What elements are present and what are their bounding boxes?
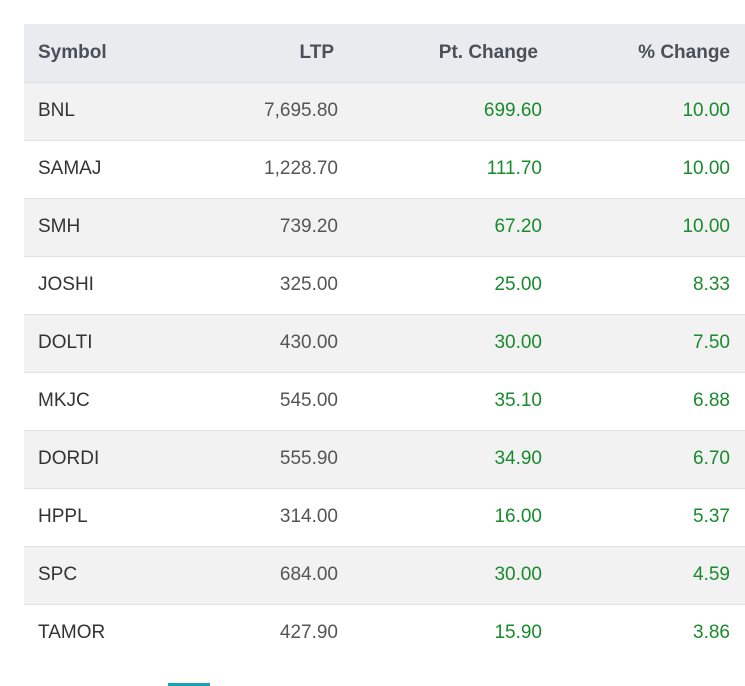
- table-row[interactable]: HPPL 314.00 16.00 5.37: [24, 488, 745, 546]
- cell-pt-change: 15.90: [494, 622, 542, 644]
- cell-ltp: 545.00: [279, 390, 338, 411]
- cell-pt-change: 30.00: [494, 564, 542, 585]
- cell-pt-change: 699.60: [483, 100, 542, 121]
- table-row[interactable]: BNL 7,695.80 699.60 10.00: [24, 82, 745, 140]
- cell-symbol[interactable]: BNL: [38, 100, 75, 121]
- cell-symbol[interactable]: TAMOR: [38, 622, 106, 644]
- table-row[interactable]: SMH 739.20 67.20 10.00: [24, 198, 745, 256]
- cell-pct-change: 6.88: [693, 390, 730, 411]
- cell-pt-change: 34.90: [494, 448, 542, 469]
- cell-pct-change: 10.00: [682, 158, 730, 179]
- cell-pct-change: 10.00: [682, 216, 730, 237]
- column-header-ltp[interactable]: LTP: [299, 41, 334, 63]
- cell-ltp: 325.00: [279, 274, 338, 295]
- cell-symbol[interactable]: SPC: [38, 564, 78, 585]
- cell-symbol[interactable]: JOSHI: [38, 274, 94, 295]
- cell-pt-change: 111.70: [486, 158, 542, 179]
- table-row[interactable]: TAMOR 427.90 15.90 3.86: [24, 604, 745, 662]
- cell-pt-change: 67.20: [494, 216, 542, 237]
- cell-pct-change: 3.86: [693, 622, 730, 644]
- cell-symbol[interactable]: DORDI: [38, 448, 100, 469]
- cell-symbol[interactable]: HPPL: [38, 506, 88, 527]
- cell-pct-change: 8.33: [693, 274, 730, 295]
- table-row[interactable]: JOSHI 325.00 25.00 8.33: [24, 256, 745, 314]
- active-tab-indicator[interactable]: [168, 683, 210, 686]
- top-gainers-table-container: Symbol LTP Pt. Change % Change BNL 7,695…: [24, 24, 745, 662]
- column-header-symbol[interactable]: Symbol: [38, 41, 107, 63]
- table-row[interactable]: DORDI 555.90 34.90 6.70: [24, 430, 745, 488]
- cell-symbol[interactable]: DOLTI: [38, 332, 93, 353]
- cell-ltp: 739.20: [279, 216, 338, 237]
- header-row: Symbol LTP Pt. Change % Change: [24, 24, 745, 82]
- table-row[interactable]: MKJC 545.00 35.10 6.88: [24, 372, 745, 430]
- cell-ltp: 7,695.80: [264, 100, 338, 121]
- cell-pt-change: 35.10: [494, 390, 542, 411]
- cell-pct-change: 4.59: [693, 564, 730, 585]
- cell-ltp: 1,228.70: [264, 158, 338, 179]
- cell-symbol[interactable]: MKJC: [38, 390, 90, 411]
- cell-ltp: 430.00: [279, 332, 338, 353]
- cell-pt-change: 25.00: [494, 274, 542, 295]
- top-gainers-table: Symbol LTP Pt. Change % Change BNL 7,695…: [24, 24, 745, 662]
- column-header-pct-change[interactable]: % Change: [638, 41, 730, 63]
- cell-ltp: 684.00: [279, 564, 338, 585]
- cell-ltp: 555.90: [279, 448, 338, 469]
- cell-pct-change: 7.50: [693, 332, 730, 353]
- cell-symbol[interactable]: SAMAJ: [38, 158, 102, 179]
- cell-pct-change: 6.70: [693, 448, 730, 469]
- cell-pct-change: 5.37: [693, 506, 730, 527]
- cell-pt-change: 16.00: [494, 506, 542, 527]
- cell-symbol[interactable]: SMH: [38, 216, 81, 237]
- cell-ltp: 314.00: [279, 506, 338, 527]
- table-body: BNL 7,695.80 699.60 10.00 SAMAJ 1,228.70…: [24, 82, 745, 662]
- table-row[interactable]: SAMAJ 1,228.70 111.70 10.00: [24, 140, 745, 198]
- table-row[interactable]: SPC 684.00 30.00 4.59: [24, 546, 745, 604]
- table-row[interactable]: DOLTI 430.00 30.00 7.50: [24, 314, 745, 372]
- cell-pct-change: 10.00: [682, 100, 730, 121]
- cell-ltp: 427.90: [279, 622, 338, 644]
- column-header-pt-change[interactable]: Pt. Change: [438, 41, 538, 63]
- cell-pt-change: 30.00: [494, 332, 542, 353]
- table-header: Symbol LTP Pt. Change % Change: [24, 24, 745, 82]
